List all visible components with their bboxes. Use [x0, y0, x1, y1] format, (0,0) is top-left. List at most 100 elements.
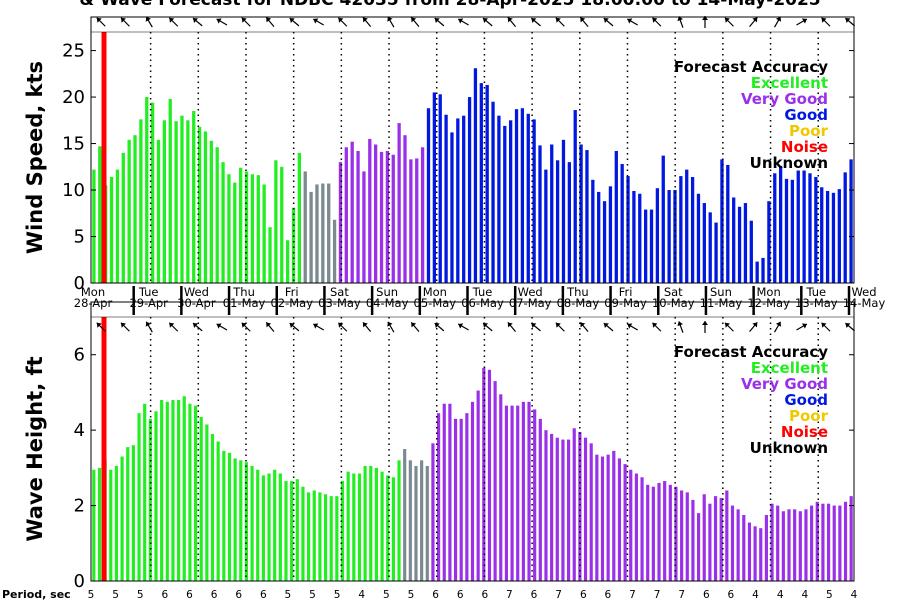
bar — [476, 390, 480, 581]
wind-direction-arrow-icon — [555, 17, 565, 27]
bar — [764, 515, 768, 581]
bar — [244, 171, 249, 283]
bar — [572, 428, 576, 581]
bar — [608, 186, 613, 283]
bar — [778, 165, 783, 283]
bar — [261, 475, 265, 581]
period-value: 5 — [334, 589, 341, 600]
bar — [634, 473, 638, 581]
bar — [646, 484, 650, 581]
wind-direction-arrow-icon — [603, 17, 614, 27]
bar — [344, 147, 348, 283]
x-tick-day: Tue — [138, 285, 159, 299]
bar — [849, 159, 853, 283]
period-value: 6 — [186, 589, 193, 600]
bar — [448, 403, 452, 581]
wind-direction-arrow-icon — [337, 17, 348, 27]
y-tick-label: 2 — [74, 496, 85, 517]
bar — [154, 411, 158, 581]
wind-direction-arrow-icon — [387, 16, 395, 28]
bar — [233, 182, 237, 283]
bar — [602, 201, 607, 283]
bar — [815, 501, 819, 581]
bar — [425, 465, 429, 581]
bar — [696, 193, 701, 283]
bar — [290, 481, 294, 581]
bar — [209, 140, 213, 283]
bar — [92, 469, 96, 581]
wind-direction-arrow-icon — [603, 322, 614, 332]
period-value: 6 — [481, 589, 488, 600]
bar — [203, 131, 208, 283]
x-tick-date: 05-May — [414, 296, 457, 310]
x-tick-day: Tue — [472, 285, 493, 299]
legend-entry: Unknown — [750, 439, 828, 457]
x-tick-date: 08-May — [557, 296, 600, 310]
bar — [315, 184, 319, 283]
bar — [736, 509, 740, 581]
bar — [749, 220, 753, 283]
period-value: 5 — [137, 589, 144, 600]
x-tick-date: 09-May — [604, 296, 647, 310]
x-tick-date: 30-Apr — [177, 296, 216, 310]
bar — [667, 190, 671, 283]
bar — [307, 492, 311, 581]
bar — [849, 496, 853, 581]
bar — [516, 405, 520, 581]
bar — [499, 394, 503, 581]
bar — [250, 174, 255, 283]
wind-direction-arrow-icon — [702, 321, 708, 333]
bar — [470, 401, 475, 581]
bar — [256, 175, 260, 283]
bar — [291, 207, 296, 283]
bar — [573, 110, 577, 283]
bar — [109, 469, 113, 581]
x-tick-date: 13-May — [795, 296, 838, 310]
bar — [770, 503, 774, 581]
wind-direction-arrow-icon — [821, 17, 831, 27]
bar — [414, 465, 418, 581]
bar — [374, 144, 378, 283]
legend-title: Forecast Accuracy — [674, 343, 828, 361]
bar — [747, 522, 752, 581]
bar — [632, 190, 636, 283]
legend-entry: Noise — [781, 138, 828, 156]
bar — [755, 261, 759, 283]
period-value: 5 — [112, 589, 119, 600]
bar — [737, 206, 742, 283]
bar — [432, 92, 436, 284]
bar — [759, 528, 763, 581]
bar — [690, 177, 695, 283]
y-tick-label: 10 — [62, 180, 85, 201]
x-tick-day: Fri — [285, 285, 299, 299]
bar — [838, 505, 842, 581]
wave-height-panel: 0 2 4 6 Wave Height, ft Forecast AccuracyExce… — [23, 301, 855, 592]
period-value: 6 — [580, 589, 587, 600]
bar — [420, 460, 424, 581]
wind-direction-arrow-icon — [241, 17, 251, 27]
wind-direction-arrow-icon — [773, 16, 782, 28]
bar — [544, 430, 548, 581]
x-tick-day: Thu — [232, 285, 255, 299]
bar — [92, 169, 96, 283]
bar — [115, 169, 120, 283]
bar — [589, 443, 593, 581]
wind-direction-arrow-icon — [168, 17, 179, 27]
wind-direction-arrow-icon — [482, 322, 493, 332]
bar — [216, 441, 220, 581]
plot-frame — [90, 301, 855, 582]
bar — [374, 467, 379, 581]
period-value: 6 — [531, 589, 538, 600]
bar — [274, 160, 278, 283]
wind-direction-arrow-icon — [652, 322, 662, 332]
x-tick-date: 10-May — [652, 296, 695, 310]
bar — [787, 509, 791, 581]
wind-direction-arrow-icon — [168, 322, 179, 332]
wind-direction-arrow-icon — [265, 17, 275, 27]
bar — [831, 192, 836, 283]
wind-direction-arrow-icon — [457, 18, 469, 26]
bar — [629, 469, 633, 581]
wind-speed-panel: 0 5 10 15 20 25 Wind Speed, kts Forecast Accura… — [23, 16, 885, 315]
bar — [312, 490, 316, 581]
bar — [465, 413, 469, 581]
